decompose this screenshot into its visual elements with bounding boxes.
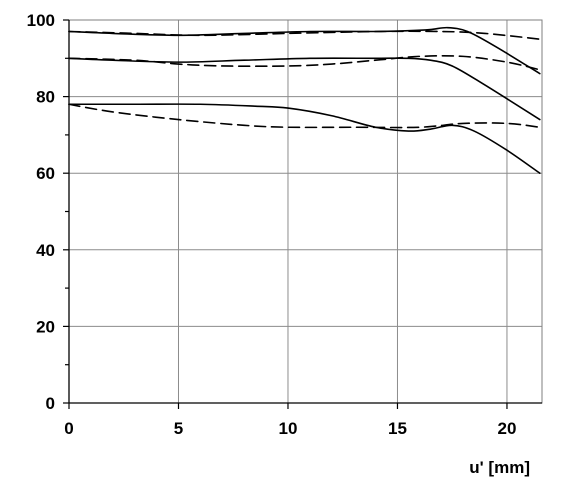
series-line-1-solid <box>68 26 541 75</box>
x-tick-label-10: 10 <box>279 419 298 438</box>
y-tick-label-60: 60 <box>36 164 55 183</box>
series-group <box>68 26 541 174</box>
x-tick-label-5: 5 <box>174 419 183 438</box>
y-tick-label-100: 100 <box>27 11 55 30</box>
x-tick-label-15: 15 <box>388 419 407 438</box>
series-line-6-dashed <box>68 103 541 129</box>
plot-frame <box>68 19 543 404</box>
axes <box>63 19 542 409</box>
y-tick-label-80: 80 <box>36 88 55 107</box>
y-tick-label-20: 20 <box>36 317 55 336</box>
x-tick-label-0: 0 <box>64 419 73 438</box>
grid <box>68 19 543 404</box>
tick-labels: 0 20 40 60 80 100 0 5 10 15 20 <box>27 11 517 438</box>
x-axis-title: u' [mm] <box>469 458 530 477</box>
series-line-4-dashed <box>68 54 541 71</box>
y-tick-label-40: 40 <box>36 241 55 260</box>
series-line-2-dashed <box>68 30 541 40</box>
x-tick-label-20: 20 <box>498 419 517 438</box>
y-tick-label-0: 0 <box>46 394 55 413</box>
series-line-5-solid <box>68 103 541 174</box>
